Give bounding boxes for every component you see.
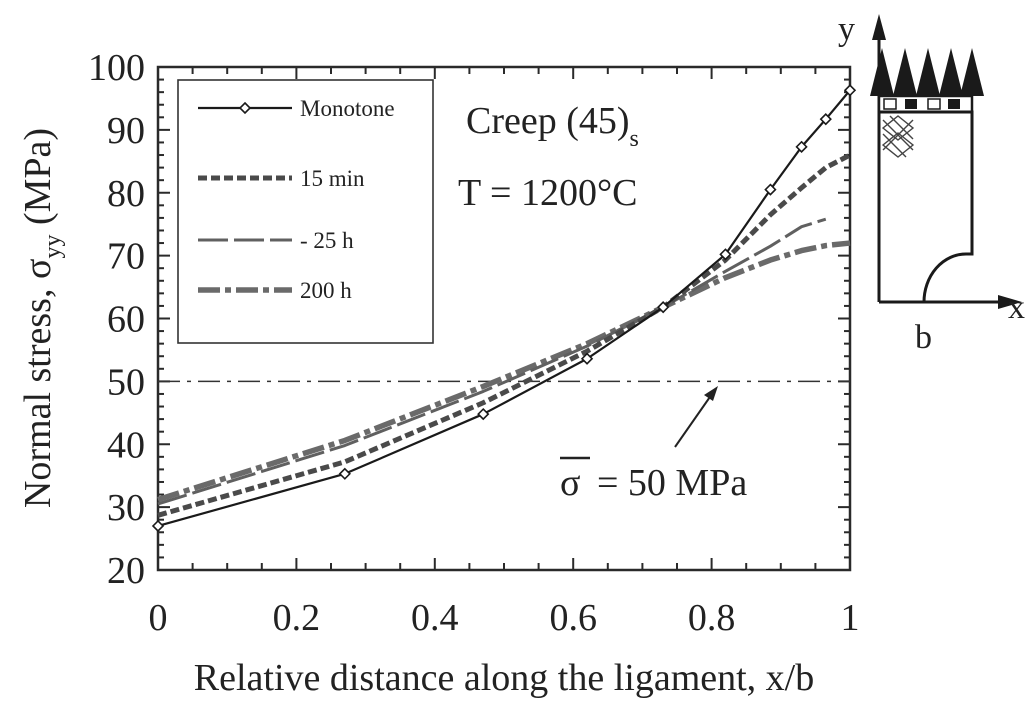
grip-blocks (877, 94, 974, 114)
temperature-label: T = 1200°C (458, 172, 638, 214)
legend-box (177, 79, 434, 344)
x-tick-label: 0.8 (688, 597, 736, 639)
series-layer (151, 84, 857, 533)
legend-label: Monotone (300, 96, 395, 121)
y-tick-label: 50 (107, 361, 145, 403)
data-point-monotone (580, 352, 594, 365)
ply-hatch-icon (881, 115, 915, 158)
load-arrows-icon (870, 48, 984, 96)
x-axis-title: Relative distance along the ligament, x/… (194, 657, 815, 699)
x-tick-label: 0 (149, 597, 168, 639)
data-point-monotone (477, 407, 490, 421)
data-point-monotone (657, 301, 670, 314)
y-tick-label: 70 (107, 236, 145, 278)
y-tick-labels: 20 30 40 50 60 70 80 90 100 (88, 47, 145, 592)
legend-label: 15 min (300, 166, 365, 191)
x-tick-label: 0.4 (411, 597, 459, 639)
data-point-monotone (719, 248, 732, 261)
data-point-monotone (338, 467, 351, 480)
x-tick-labels: 0 0.2 0.4 0.6 0.8 1 (149, 597, 860, 639)
y-axis-title-unit: (MPa) (17, 128, 59, 225)
data-point-monotone (151, 519, 165, 533)
legend: Monotone 15 min - 25 h 200 h (177, 79, 434, 344)
inset-x-arrowhead (998, 295, 1022, 309)
y-tick-label: 100 (88, 47, 145, 89)
x-tick-label: 1 (841, 597, 860, 639)
inset-x-label: x (1008, 289, 1025, 326)
creep-title: Creep (45)s (466, 100, 639, 152)
series-line-200-h (157, 240, 851, 503)
legend-label: - 25 h (300, 228, 354, 253)
specimen-inset: y x b (838, 11, 1025, 356)
y-tick-label: 60 (107, 299, 145, 341)
inset-y-label: y (838, 11, 855, 48)
inset-y-arrowhead (872, 14, 886, 40)
y-tick-label: 30 (107, 487, 145, 529)
svg-text:Normal stress, σyy (MPa): Normal stress, σyy (MPa) (17, 128, 66, 508)
data-point-monotone (795, 140, 808, 153)
y-tick-label: 90 (107, 110, 145, 152)
y-axis-title-sub: yy (40, 235, 66, 259)
legend-label: 200 h (300, 278, 352, 303)
x-tick-marks (157, 67, 851, 570)
sigma-bar-value: = 50 MPa (597, 462, 747, 504)
data-point-monotone (819, 113, 832, 126)
x-tick-label: 0.6 (549, 597, 597, 639)
y-tick-label: 40 (107, 424, 145, 466)
sigma-arrow-shaft (674, 393, 713, 448)
data-point-monotone (764, 183, 777, 196)
y-axis-title-main: Normal stress, σ (17, 259, 59, 509)
y-tick-label: 20 (107, 550, 145, 592)
sigma-arrow-head (704, 386, 718, 401)
sigma-bar-symbol: σ (560, 462, 580, 504)
x-tick-label: 0.2 (273, 597, 321, 639)
series-line-15-min (157, 152, 852, 518)
y-tick-label: 80 (107, 173, 145, 215)
legend-diamond-icon (238, 101, 252, 115)
data-point-monotone (843, 84, 857, 97)
y-axis-title: Normal stress, σyy (MPa) (17, 128, 66, 508)
series-line-monotone (157, 89, 851, 528)
inset-b-label: b (915, 319, 932, 356)
specimen-outline (879, 110, 974, 303)
